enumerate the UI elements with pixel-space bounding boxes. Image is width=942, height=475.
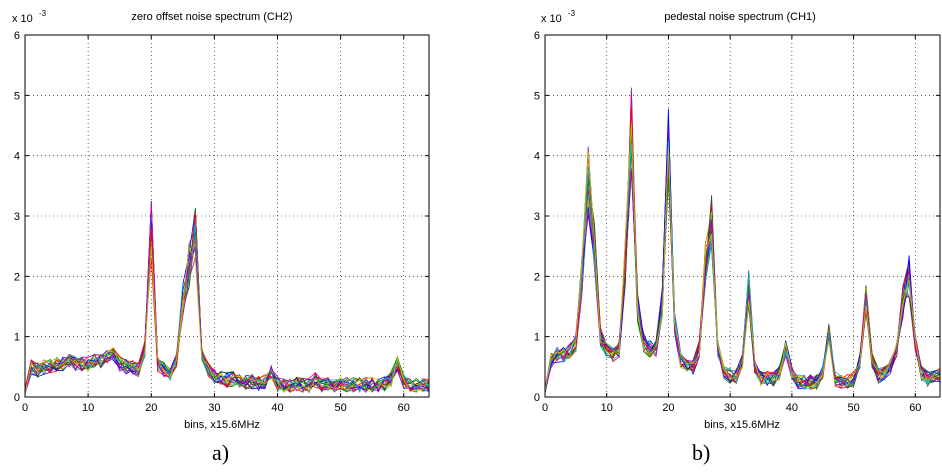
x-tick-label: 0 — [22, 402, 28, 414]
y-tick-label: 0 — [14, 392, 20, 404]
noise-traces — [24, 200, 430, 394]
y-tick-label: 6 — [14, 30, 20, 42]
panel-a-zero-offset-noise-spectrum: zero offset noise spectrum (CH2) x 10 -3… — [12, 9, 430, 431]
x-tick-label: 50 — [847, 402, 859, 414]
x-tick-label: 0 — [542, 402, 548, 414]
chart-title: pedestal noise spectrum (CH1) — [664, 11, 816, 23]
series-trace — [24, 205, 430, 393]
series-trace — [24, 207, 430, 394]
y-tick-label: 2 — [534, 271, 540, 283]
y-tick-label: 3 — [14, 211, 20, 223]
exponent-base: x 10 — [541, 13, 562, 25]
x-tick-label: 60 — [398, 402, 410, 414]
x-tick-label: 40 — [271, 402, 283, 414]
y-tick-label: 6 — [534, 30, 540, 42]
y-tick-label: 1 — [14, 332, 20, 344]
y-tick-label: 4 — [534, 151, 540, 163]
series-trace — [544, 106, 941, 390]
y-tick-label: 5 — [14, 90, 20, 102]
caption-a: a) — [212, 440, 230, 465]
y-tick-label: 0 — [534, 392, 540, 404]
y-tick-label: 5 — [534, 90, 540, 102]
x-axis-label: bins, x15.6MHz — [184, 419, 260, 431]
exponent-power: -3 — [39, 9, 47, 18]
series-trace — [24, 212, 430, 393]
x-tick-label: 40 — [786, 402, 798, 414]
caption-b: b) — [692, 440, 711, 465]
x-tick-label: 60 — [909, 402, 921, 414]
series-trace — [24, 245, 430, 394]
exponent-power: -3 — [568, 9, 576, 18]
panel-b-pedestal-noise-spectrum: pedestal noise spectrum (CH1) x 10 -3 0 1… — [534, 9, 941, 431]
y-tick-label: 4 — [14, 151, 20, 163]
exponent-label: x 10 -3 — [12, 9, 47, 25]
exponent-base: x 10 — [12, 13, 33, 25]
x-tick-label: 30 — [208, 402, 220, 414]
grid — [25, 35, 429, 397]
x-tick-label: 30 — [724, 402, 736, 414]
series-trace — [544, 123, 941, 393]
grid — [545, 35, 940, 397]
x-tick-label: 50 — [335, 402, 347, 414]
y-tick-label: 1 — [534, 332, 540, 344]
x-tick-label: 10 — [82, 402, 94, 414]
plot-area: 0 10 20 30 40 50 60 0 1 2 3 4 5 6 — [14, 30, 430, 414]
y-tick-label: 3 — [534, 211, 540, 223]
series-trace — [24, 241, 430, 394]
series-trace — [24, 203, 430, 394]
exponent-label: x 10 -3 — [541, 9, 576, 25]
noise-traces — [544, 87, 941, 393]
x-tick-label: 20 — [145, 402, 157, 414]
chart-title: zero offset noise spectrum (CH2) — [131, 11, 292, 23]
y-tick-label: 2 — [14, 271, 20, 283]
x-tick-label: 10 — [601, 402, 613, 414]
series-trace — [544, 140, 941, 390]
series-trace — [24, 246, 430, 394]
x-tick-label: 20 — [662, 402, 674, 414]
plot-area: 0 10 20 30 40 50 60 0 1 2 3 4 5 6 — [534, 30, 941, 414]
x-axis-label: bins, x15.6MHz — [704, 419, 780, 431]
